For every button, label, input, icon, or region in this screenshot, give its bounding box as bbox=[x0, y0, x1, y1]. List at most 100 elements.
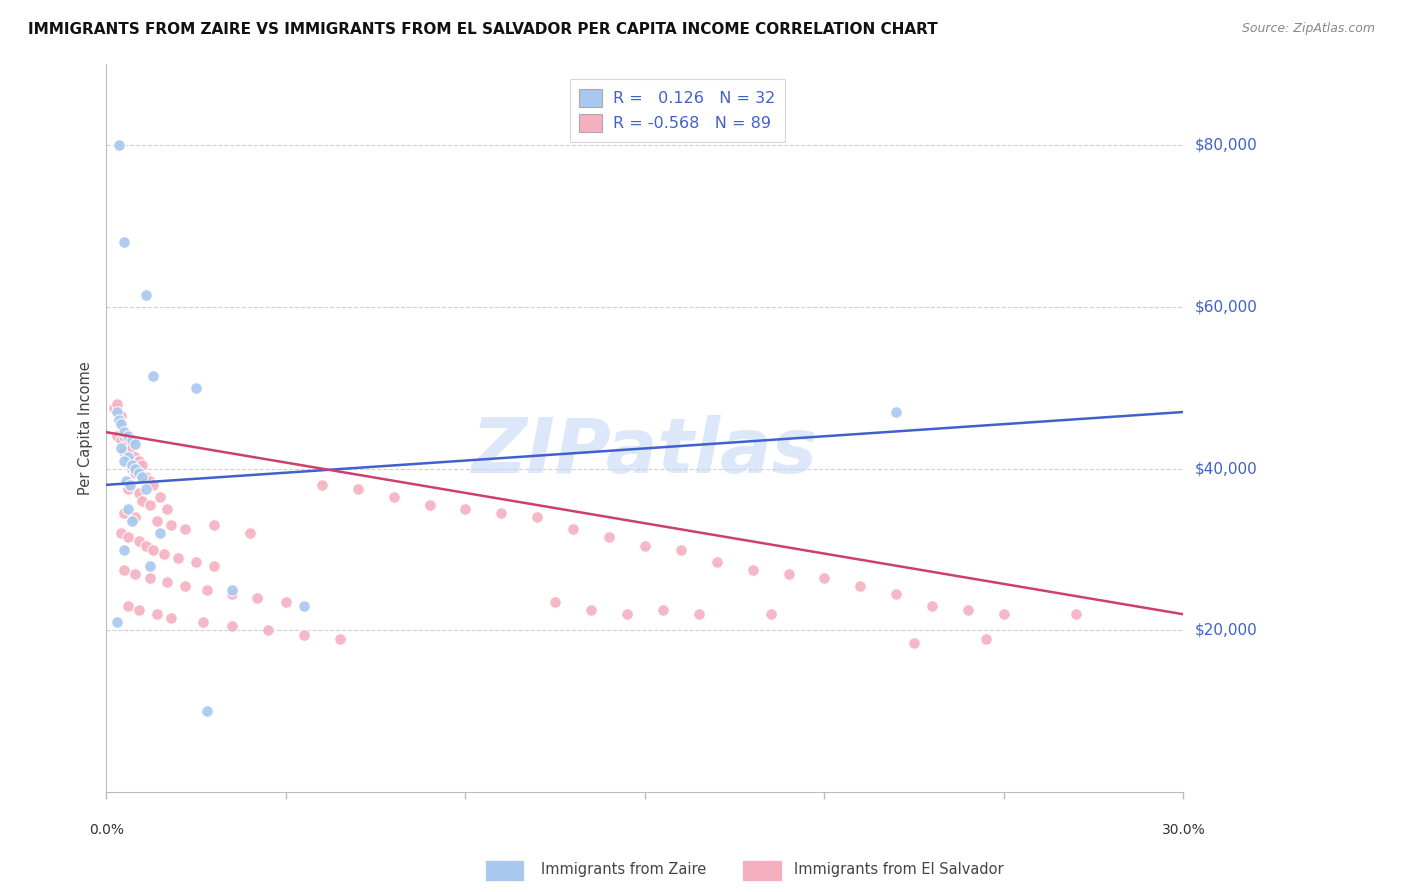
Point bbox=[128, 603, 150, 617]
Point bbox=[993, 607, 1015, 622]
Point bbox=[195, 705, 218, 719]
Point bbox=[110, 417, 132, 431]
Point bbox=[921, 599, 943, 614]
Point bbox=[138, 498, 160, 512]
Point bbox=[117, 429, 139, 443]
Point bbox=[108, 138, 131, 153]
Point bbox=[121, 434, 143, 448]
Point bbox=[221, 619, 243, 633]
Point bbox=[221, 582, 243, 597]
Point bbox=[160, 518, 183, 533]
Point bbox=[292, 627, 315, 641]
Point bbox=[110, 409, 132, 423]
Point bbox=[186, 381, 208, 395]
Point bbox=[491, 506, 513, 520]
Point bbox=[110, 434, 132, 448]
Point bbox=[103, 401, 125, 415]
Point bbox=[346, 482, 368, 496]
Point bbox=[174, 522, 197, 536]
Point bbox=[174, 579, 197, 593]
Point bbox=[121, 461, 143, 475]
Point bbox=[884, 405, 907, 419]
Point bbox=[131, 458, 153, 472]
Point bbox=[884, 587, 907, 601]
Text: Immigrants from Zaire: Immigrants from Zaire bbox=[541, 863, 707, 877]
Text: ZIPatlas: ZIPatlas bbox=[472, 416, 818, 490]
Point bbox=[759, 607, 782, 622]
Point bbox=[124, 437, 146, 451]
Text: $60,000: $60,000 bbox=[1195, 300, 1257, 314]
Point bbox=[274, 595, 297, 609]
Point bbox=[1064, 607, 1087, 622]
Point bbox=[105, 429, 128, 443]
Point bbox=[135, 469, 157, 483]
Point bbox=[311, 478, 333, 492]
Point bbox=[669, 542, 692, 557]
Point bbox=[121, 442, 143, 456]
Point bbox=[193, 615, 215, 630]
Point bbox=[246, 591, 269, 606]
Point bbox=[105, 397, 128, 411]
Point bbox=[105, 405, 128, 419]
Point bbox=[142, 542, 165, 557]
Y-axis label: Per Capita Income: Per Capita Income bbox=[79, 361, 93, 495]
Point bbox=[544, 595, 567, 609]
Point bbox=[124, 566, 146, 581]
Point bbox=[112, 506, 135, 520]
Point bbox=[598, 530, 620, 544]
Point bbox=[112, 563, 135, 577]
Point bbox=[329, 632, 352, 646]
Point bbox=[135, 539, 157, 553]
Point bbox=[813, 571, 835, 585]
Point bbox=[706, 555, 728, 569]
Point bbox=[741, 563, 763, 577]
Point bbox=[117, 530, 139, 544]
Point bbox=[239, 526, 262, 541]
Point bbox=[128, 534, 150, 549]
Point bbox=[562, 522, 585, 536]
Point bbox=[108, 413, 131, 427]
Point bbox=[579, 603, 602, 617]
Point bbox=[142, 478, 165, 492]
Point bbox=[138, 558, 160, 573]
Point bbox=[957, 603, 980, 617]
Point bbox=[110, 442, 132, 456]
Point bbox=[131, 494, 153, 508]
Legend: R =   0.126   N = 32, R = -0.568   N = 89: R = 0.126 N = 32, R = -0.568 N = 89 bbox=[569, 79, 785, 142]
Text: IMMIGRANTS FROM ZAIRE VS IMMIGRANTS FROM EL SALVADOR PER CAPITA INCOME CORRELATI: IMMIGRANTS FROM ZAIRE VS IMMIGRANTS FROM… bbox=[28, 22, 938, 37]
Point bbox=[110, 526, 132, 541]
Point bbox=[167, 550, 190, 565]
Point bbox=[651, 603, 673, 617]
Point bbox=[688, 607, 710, 622]
Point bbox=[145, 514, 167, 528]
Point bbox=[121, 514, 143, 528]
Point bbox=[138, 474, 160, 488]
Point bbox=[382, 490, 405, 504]
Point bbox=[138, 571, 160, 585]
Point bbox=[419, 498, 441, 512]
Point bbox=[117, 502, 139, 516]
Point bbox=[526, 510, 548, 524]
Point bbox=[454, 502, 477, 516]
Point bbox=[153, 547, 176, 561]
Point bbox=[124, 466, 146, 480]
Point bbox=[634, 539, 657, 553]
Point bbox=[117, 599, 139, 614]
Point bbox=[849, 579, 872, 593]
Point bbox=[186, 555, 208, 569]
Point bbox=[903, 635, 925, 649]
Text: $20,000: $20,000 bbox=[1195, 623, 1257, 638]
Point bbox=[112, 425, 135, 440]
Point bbox=[128, 486, 150, 500]
Point bbox=[778, 566, 800, 581]
Point bbox=[117, 450, 139, 464]
Point bbox=[124, 461, 146, 475]
Text: Source: ZipAtlas.com: Source: ZipAtlas.com bbox=[1241, 22, 1375, 36]
Point bbox=[160, 611, 183, 625]
Point bbox=[142, 368, 165, 383]
Point bbox=[202, 518, 225, 533]
Point bbox=[115, 474, 138, 488]
Text: Immigrants from El Salvador: Immigrants from El Salvador bbox=[794, 863, 1004, 877]
Text: $40,000: $40,000 bbox=[1195, 461, 1257, 476]
Point bbox=[112, 429, 135, 443]
